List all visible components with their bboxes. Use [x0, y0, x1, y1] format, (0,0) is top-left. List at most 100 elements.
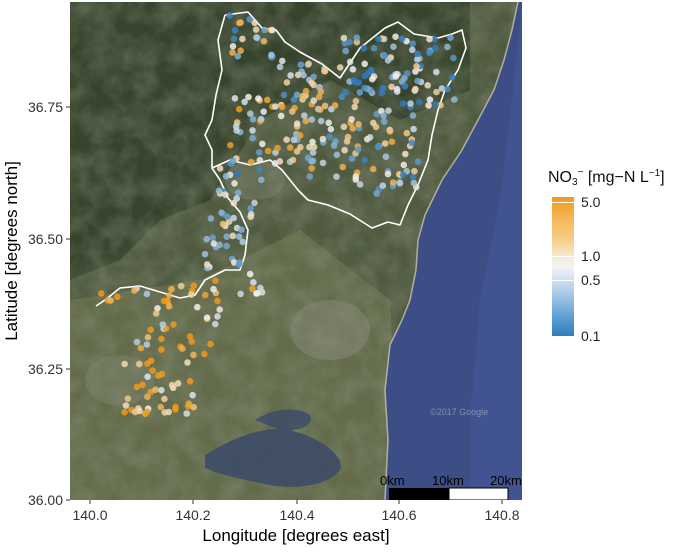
sampling-point	[410, 179, 418, 187]
sampling-point	[133, 338, 141, 346]
sampling-point	[301, 112, 308, 119]
sampling-point	[351, 103, 359, 111]
sampling-point	[161, 409, 168, 416]
sampling-point	[373, 190, 381, 197]
sampling-point	[431, 44, 439, 52]
sampling-point	[245, 93, 252, 101]
sampling-point	[340, 123, 348, 131]
sampling-point	[286, 144, 294, 151]
y-axis: 36.75 36.50 36.25 36.00	[28, 99, 70, 508]
sampling-point	[384, 170, 392, 178]
sea-gradient	[470, 2, 522, 500]
legend-title-charge: −	[577, 167, 584, 178]
sampling-point	[344, 133, 352, 141]
y-axis-title: Latitude [degrees north]	[2, 161, 21, 341]
sampling-point	[214, 297, 221, 305]
sampling-point	[276, 158, 284, 165]
sampling-point	[203, 314, 211, 322]
sampling-point	[227, 141, 234, 149]
sampling-point	[319, 135, 327, 143]
sampling-point	[411, 167, 418, 175]
sampling-point	[408, 139, 416, 147]
sampling-point	[184, 359, 191, 366]
sampling-point	[222, 173, 230, 180]
coastline	[384, 2, 519, 500]
y-tick-label: 36.75	[28, 99, 63, 115]
scale-label-0: 0km	[380, 473, 405, 488]
sampling-point	[224, 213, 231, 221]
sampling-point	[158, 346, 165, 353]
sampling-point	[342, 47, 350, 55]
sampling-point	[389, 179, 397, 186]
sampling-point	[188, 338, 195, 345]
sampling-point	[148, 357, 155, 365]
sampling-point	[349, 125, 357, 132]
sampling-point	[380, 118, 388, 125]
sampling-point	[425, 102, 432, 109]
sampling-point	[369, 75, 376, 83]
scale-label-10: 10km	[432, 473, 464, 488]
sampling-point	[426, 49, 433, 56]
legend-colorbar	[552, 197, 574, 337]
sampling-point	[186, 333, 194, 340]
sampling-point	[177, 282, 185, 290]
sampling-point	[251, 199, 258, 207]
sampling-point	[247, 205, 254, 212]
sampling-point	[256, 156, 264, 164]
sampling-point	[122, 402, 130, 409]
sampling-point	[226, 12, 233, 19]
sampling-point	[361, 84, 368, 92]
sampling-point	[246, 270, 254, 278]
sampling-point	[229, 232, 236, 240]
sampling-point	[375, 35, 382, 43]
sampling-point	[296, 132, 304, 139]
sampling-point	[424, 82, 432, 89]
legend-title: NO3− [mg−N L−1]	[548, 167, 665, 188]
sampling-point	[341, 146, 348, 154]
scale-bar-segment-dark	[389, 488, 449, 500]
sampling-point	[168, 381, 176, 389]
sampling-point	[325, 119, 333, 127]
sampling-point	[294, 71, 302, 79]
y-tick-label: 36.00	[28, 492, 63, 508]
sampling-point	[361, 60, 369, 68]
legend-title-exponent: −1	[648, 168, 661, 179]
sampling-point	[209, 234, 216, 241]
sampling-point	[212, 320, 219, 328]
sampling-point	[354, 146, 362, 153]
sampling-point	[356, 89, 364, 96]
sampling-point	[144, 334, 152, 341]
sampling-point	[400, 161, 408, 169]
scale-bar-segment-light	[448, 487, 509, 500]
sampling-point	[246, 16, 253, 23]
sampling-point	[432, 101, 439, 108]
sampling-point	[234, 52, 242, 60]
sampling-point	[229, 43, 237, 50]
sampling-point	[256, 166, 264, 173]
sampling-point	[388, 138, 396, 145]
sampling-point	[230, 214, 237, 222]
sampling-point	[399, 171, 407, 179]
sampling-point	[414, 77, 421, 85]
sampling-point	[393, 88, 401, 95]
sampling-point	[392, 33, 399, 40]
city-area	[290, 300, 370, 360]
sampling-point	[438, 85, 446, 92]
sampling-point	[333, 151, 341, 159]
sampling-point	[426, 96, 434, 103]
legend-tick	[552, 280, 574, 281]
sampling-point	[161, 395, 168, 403]
sampling-point	[207, 340, 214, 348]
sampling-point	[212, 277, 219, 284]
sampling-point	[305, 60, 313, 68]
sampling-point	[302, 87, 310, 95]
sampling-point	[190, 351, 197, 359]
sampling-point	[361, 156, 369, 164]
sampling-point	[222, 191, 229, 198]
sampling-point	[356, 181, 364, 188]
sampling-point	[308, 165, 316, 172]
sampling-point	[416, 98, 423, 106]
sampling-point	[230, 35, 238, 43]
sampling-point	[223, 242, 230, 250]
